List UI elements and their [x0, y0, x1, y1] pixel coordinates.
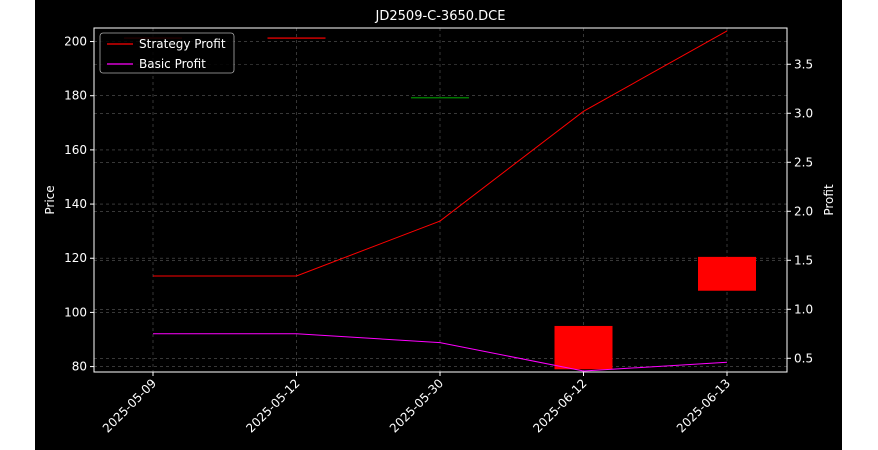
chart-canvas: 80 100 120 140 160 180 200 0.5 1.0 1.5 2.0 2.5 3.0 3.… — [43, 9, 836, 435]
candle-2025-06-12 — [554, 325, 613, 370]
candle-2025-06-13 — [698, 256, 756, 291]
x-tick-label: 2025-05-12 — [243, 376, 302, 435]
y-tick-label: 200 — [64, 35, 87, 49]
y-tick-label: 100 — [64, 305, 87, 319]
y-tick-label: 140 — [64, 197, 87, 211]
y-tick-label: 160 — [64, 143, 87, 157]
legend-box — [99, 32, 235, 74]
y2-tick-label: 2.5 — [794, 155, 813, 169]
series-line-0 — [153, 30, 728, 277]
legend-label: Strategy Profit — [139, 37, 226, 51]
y-tick-label: 80 — [72, 360, 87, 374]
candle-2025-05-12 — [267, 37, 326, 39]
legend-label: Basic Profit — [139, 57, 206, 71]
y-tick-label: 120 — [64, 251, 87, 265]
y2-tick-label: 1.0 — [794, 302, 813, 316]
y2-tick-label: 3.0 — [794, 106, 813, 120]
y2-axis-label: Profit — [822, 184, 836, 216]
y2-tick-label: 3.5 — [794, 57, 813, 71]
y2-tick-label: 1.5 — [794, 253, 813, 267]
x-tick-label: 2025-05-30 — [387, 376, 446, 435]
chart-figure: 80 100 120 140 160 180 200 0.5 1.0 1.5 2.0 2.5 3.0 3.… — [35, 0, 842, 450]
candle-2025-05-30 — [411, 97, 469, 99]
x-tick-label: 2025-05-09 — [100, 376, 159, 435]
x-tick-label: 2025-06-13 — [674, 376, 733, 435]
x-tick-label: 2025-06-12 — [530, 376, 589, 435]
chart-title: JD2509-C-3650.DCE — [375, 9, 506, 24]
y-tick-label: 180 — [64, 89, 87, 103]
plot-frame — [93, 27, 788, 373]
y2-tick-label: 2.0 — [794, 204, 813, 218]
y2-tick-label: 0.5 — [794, 351, 813, 365]
series-line-1 — [153, 333, 728, 372]
y-axis-label: Price — [43, 185, 57, 214]
